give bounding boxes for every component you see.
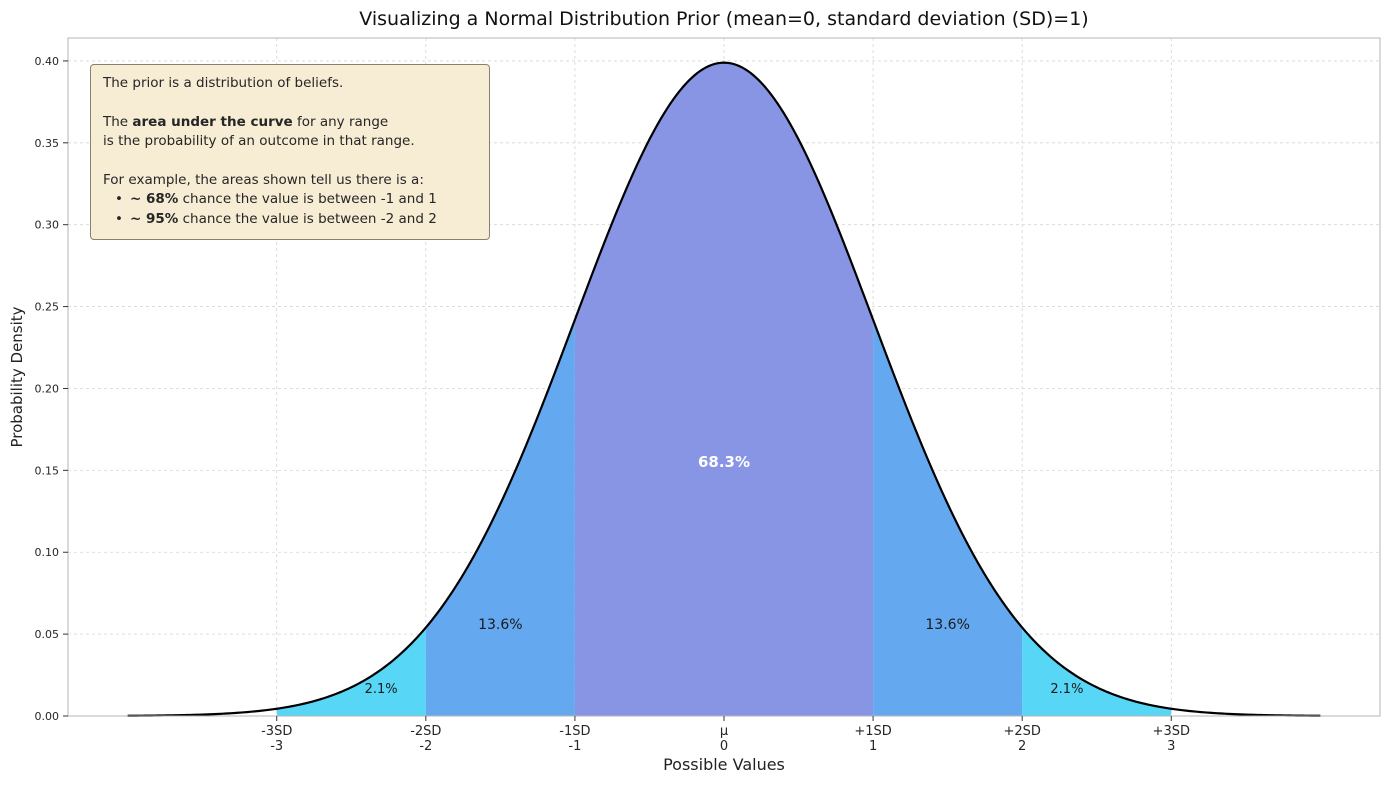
annotation-text-segment: chance the value is between -1 and 1 [178,191,437,207]
annotation-text-segment: chance the value is between -2 and 2 [178,210,437,227]
x-tick-label-value: 1 [869,739,877,754]
x-tick-label-sd: +3SD [1153,724,1190,739]
annotation-text-segment: ~ 95% [129,210,179,227]
y-tick-label: 0.25 [35,301,60,314]
y-tick-label: 0.15 [35,464,60,477]
annotation-text-segment: The prior is a distribution of beliefs. [103,75,344,91]
shaded-region-68.3% [574,62,874,717]
bullet-glyph: • [115,210,123,227]
annotation-box: The prior is a distribution of beliefs. T… [90,64,490,240]
annotation-line: is the probability of an outcome in that… [103,132,477,152]
annotation-text-segment: for any range [292,113,389,130]
annotation-text-segment: area under the curve [132,113,293,130]
annotation-line: The area under the curve for any range [103,113,477,133]
annotation-text-segment: The [103,113,133,130]
region-percentage-label: 2.1% [1050,682,1083,697]
y-tick-label: 0.40 [35,55,60,68]
y-tick-label: 0.20 [35,382,60,395]
x-tick-label-sd: -1SD [559,724,590,739]
x-tick-label-value: -3 [270,739,283,754]
y-tick-label: 0.30 [35,219,60,232]
x-tick-label-sd: -3SD [261,724,292,739]
y-tick-label: 0.35 [35,137,60,150]
density-curve [127,61,1321,717]
region-percentage-label: 13.6% [478,617,522,633]
x-tick-label-sd: -2SD [410,724,441,739]
region-percentage-label: 68.3% [698,453,750,471]
x-tick-label-value: 2 [1018,739,1026,754]
x-axis-label: Possible Values [663,755,785,774]
annotation-bullet-line: • ~ 95% chance the value is between -2 an… [103,210,477,230]
y-axis-label: Probability Density [8,306,26,448]
chart-title: Visualizing a Normal Distribution Prior … [359,8,1089,30]
shaded-region-2.1% [1022,627,1172,716]
region-percentage-label: 2.1% [365,682,398,697]
x-tick-label-value: 0 [720,739,728,754]
bullet-glyph: • [115,191,123,207]
x-tick-label-value: -2 [419,739,432,754]
annotation-text-segment: ~ 68% [129,191,179,207]
y-tick-label: 0.05 [35,628,60,641]
x-tick-label-value: 3 [1167,739,1175,754]
region-percentage-label: 13.6% [925,617,969,633]
x-tick-label-sd: +2SD [1003,724,1040,739]
annotation-text-segment: For example, the areas shown tell us the… [103,171,424,188]
annotation-text-segment: is the probability of an outcome in that… [103,133,415,149]
annotation-line: The prior is a distribution of beliefs. [103,74,477,94]
x-tick-label-value: -1 [568,739,581,754]
shaded-region-2.1% [276,627,426,716]
annotation-bullet-line: • ~ 68% chance the value is between -1 an… [103,190,477,210]
x-tick-label-sd: +1SD [854,724,891,739]
y-tick-label: 0.00 [35,710,60,723]
x-tick-label-sd: μ [720,724,728,739]
y-tick-label: 0.10 [35,546,60,559]
annotation-line: For example, the areas shown tell us the… [103,171,477,191]
